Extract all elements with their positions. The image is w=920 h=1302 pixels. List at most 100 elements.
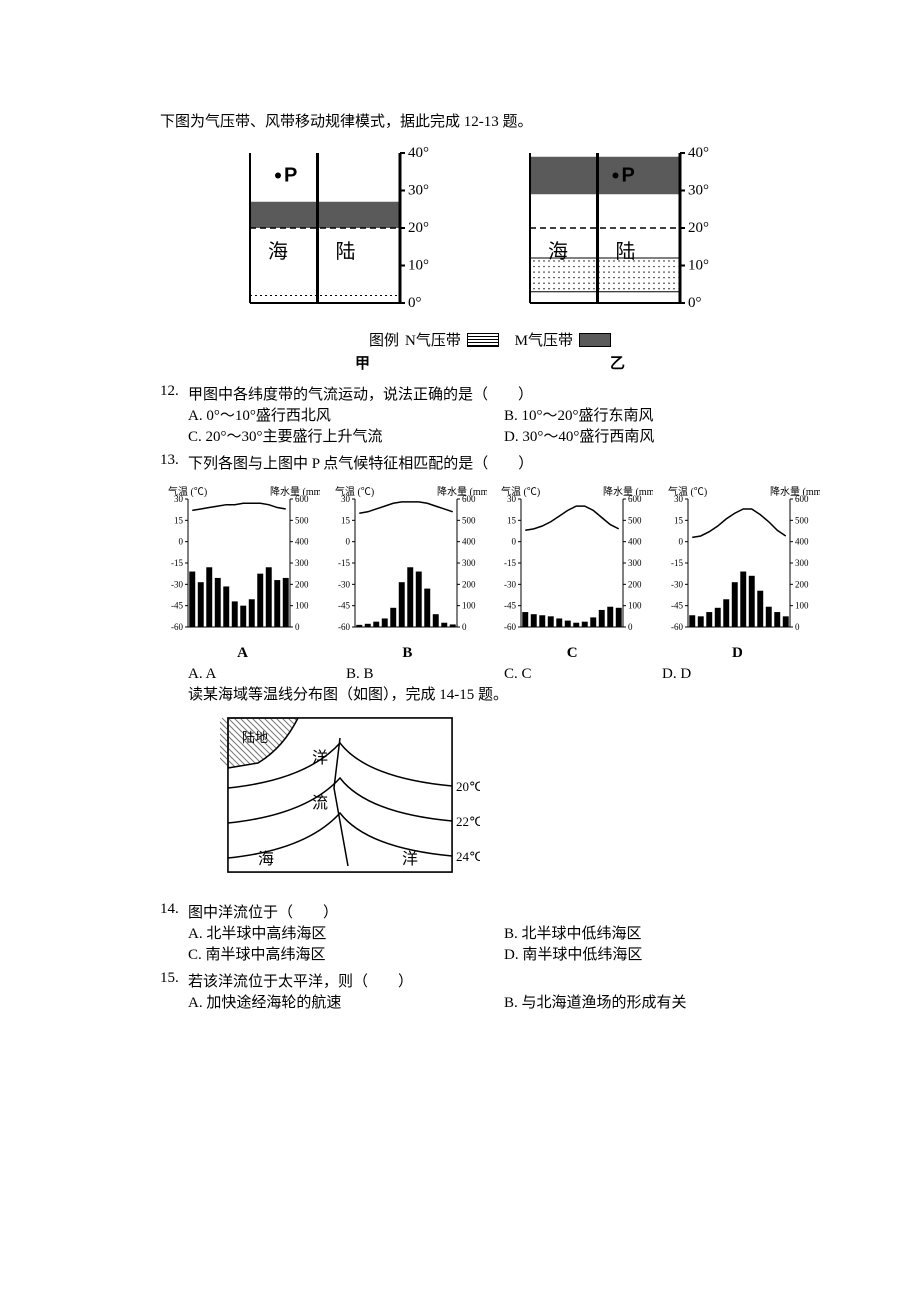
svg-text:0: 0 [345, 537, 350, 547]
svg-text:40°: 40° [408, 145, 429, 161]
q12-stem: 甲图中各纬度带的气流运动，说法正确的是（ ） [188, 383, 820, 404]
q13-opt-b: B. B [346, 666, 504, 683]
svg-text:-60: -60 [504, 622, 516, 632]
svg-text:100: 100 [628, 601, 642, 611]
isotherm-map: 陆地20℃22℃24℃洋流海洋 [220, 710, 820, 895]
svg-text:15: 15 [341, 515, 351, 525]
svg-text:40°: 40° [688, 145, 709, 161]
q15-num: 15. [160, 970, 188, 1012]
svg-text:300: 300 [462, 558, 476, 568]
svg-text:200: 200 [462, 579, 476, 589]
svg-text:海: 海 [268, 240, 288, 263]
svg-text:-30: -30 [504, 579, 516, 589]
label-b: B [402, 645, 412, 662]
question-13: 13. 下列各图与上图中 P 点气候特征相匹配的是（ ） [160, 452, 820, 473]
climate-chart-c: 30150-15-30-45-606005004003002001000气温 (… [493, 481, 653, 641]
isotherm-svg: 陆地20℃22℃24℃洋流海洋 [220, 710, 480, 890]
svg-text:洋: 洋 [402, 850, 418, 868]
legend-m-swatch [579, 333, 611, 347]
svg-text:0: 0 [295, 622, 300, 632]
svg-text:流: 流 [312, 794, 328, 812]
q15-opt-b: B. 与北海道渔场的形成有关 [504, 991, 820, 1012]
svg-text:-60: -60 [171, 622, 183, 632]
legend-n-swatch [467, 333, 499, 347]
svg-text:100: 100 [795, 601, 809, 611]
q13-opt-a: A. A [188, 666, 346, 683]
svg-text:降水量 (mm): 降水量 (mm) [770, 485, 820, 498]
climate-charts: 30150-15-30-45-606005004003002001000气温 (… [160, 481, 820, 641]
svg-text:降水量 (mm): 降水量 (mm) [603, 485, 653, 498]
q12-opt-d: D. 30°～40°盛行西南风 [504, 425, 820, 446]
svg-text:降水量 (mm): 降水量 (mm) [437, 485, 487, 498]
svg-text:-15: -15 [504, 558, 516, 568]
legend-prefix: 图例 [369, 329, 399, 350]
svg-text:400: 400 [462, 537, 476, 547]
svg-text:10°: 10° [408, 258, 429, 274]
intro-12-13: 下图为气压带、风带移动规律模式，据此完成 12-13 题。 [160, 110, 820, 131]
svg-text:P: P [284, 165, 297, 187]
svg-text:-15: -15 [671, 558, 683, 568]
svg-text:15: 15 [174, 515, 184, 525]
svg-text:-30: -30 [171, 579, 183, 589]
intro-14-15: 读某海域等温线分布图（如图），完成 14-15 题。 [188, 683, 820, 704]
svg-text:30°: 30° [408, 183, 429, 199]
climate-chart-a: 30150-15-30-45-606005004003002001000气温 (… [160, 481, 320, 641]
svg-text:-15: -15 [338, 558, 350, 568]
svg-text:气温 (℃): 气温 (℃) [335, 485, 374, 498]
caption-yi: 乙 [610, 352, 625, 373]
label-a: A [237, 645, 248, 662]
q12-num: 12. [160, 383, 188, 446]
svg-text:-30: -30 [338, 579, 350, 589]
svg-text:400: 400 [628, 537, 642, 547]
legend-n-label: N气压带 [405, 329, 461, 350]
svg-text:降水量 (mm): 降水量 (mm) [270, 485, 320, 498]
svg-text:300: 300 [295, 558, 309, 568]
svg-text:-60: -60 [338, 622, 350, 632]
question-15: 15. 若该洋流位于太平洋，则（ ） A. 加快途经海轮的航速 B. 与北海道渔… [160, 970, 820, 1012]
pressure-legend: 图例 N气压带 M气压带 甲 乙 [160, 329, 820, 373]
svg-text:气温 (℃): 气温 (℃) [668, 485, 707, 498]
climate-chart-d: 30150-15-30-45-606005004003002001000气温 (… [660, 481, 820, 641]
question-14: 14. 图中洋流位于（ ） A. 北半球中高纬海区 B. 北半球中低纬海区 C.… [160, 901, 820, 964]
svg-text:500: 500 [795, 515, 809, 525]
svg-text:100: 100 [295, 601, 309, 611]
diagram-jia: 0°10°20°30°40°海陆P [240, 143, 460, 323]
climate-chart-b: 30150-15-30-45-606005004003002001000气温 (… [327, 481, 487, 641]
svg-text:0: 0 [179, 537, 184, 547]
question-12: 12. 甲图中各纬度带的气流运动，说法正确的是（ ） A. 0°～10°盛行西北… [160, 383, 820, 446]
q15-stem: 若该洋流位于太平洋，则（ ） [188, 970, 820, 991]
svg-text:400: 400 [795, 537, 809, 547]
svg-text:20℃: 20℃ [456, 779, 480, 794]
svg-text:200: 200 [295, 579, 309, 589]
q12-opt-b: B. 10°～20°盛行东南风 [504, 404, 820, 425]
svg-text:500: 500 [628, 515, 642, 525]
svg-text:400: 400 [295, 537, 309, 547]
svg-text:-45: -45 [338, 601, 350, 611]
svg-text:陆: 陆 [336, 240, 356, 263]
svg-text:200: 200 [628, 579, 642, 589]
pressure-diagram: 0°10°20°30°40°海陆P 0°10°20°30°40°海陆P [160, 143, 820, 323]
q13-stem: 下列各图与上图中 P 点气候特征相匹配的是（ ） [188, 452, 820, 473]
svg-text:陆地: 陆地 [242, 730, 268, 745]
q14-opt-d: D. 南半球中低纬海区 [504, 943, 820, 964]
svg-text:气温 (℃): 气温 (℃) [168, 485, 207, 498]
svg-text:0: 0 [678, 537, 683, 547]
q14-opt-a: A. 北半球中高纬海区 [188, 922, 504, 943]
svg-text:0°: 0° [408, 295, 422, 311]
svg-text:-15: -15 [171, 558, 183, 568]
svg-text:-45: -45 [671, 601, 683, 611]
legend-m-label: M气压带 [515, 329, 573, 350]
svg-text:陆: 陆 [616, 240, 636, 263]
svg-text:0: 0 [462, 622, 467, 632]
svg-text:-30: -30 [671, 579, 683, 589]
svg-text:海: 海 [258, 850, 274, 868]
q14-opt-b: B. 北半球中低纬海区 [504, 922, 820, 943]
caption-jia: 甲 [355, 352, 370, 373]
svg-text:0: 0 [795, 622, 800, 632]
q14-opt-c: C. 南半球中高纬海区 [188, 943, 504, 964]
svg-text:500: 500 [295, 515, 309, 525]
q13-opt-c: C. C [504, 666, 662, 683]
svg-text:-45: -45 [504, 601, 516, 611]
svg-text:-45: -45 [171, 601, 183, 611]
q12-opt-a: A. 0°～10°盛行西北风 [188, 404, 504, 425]
